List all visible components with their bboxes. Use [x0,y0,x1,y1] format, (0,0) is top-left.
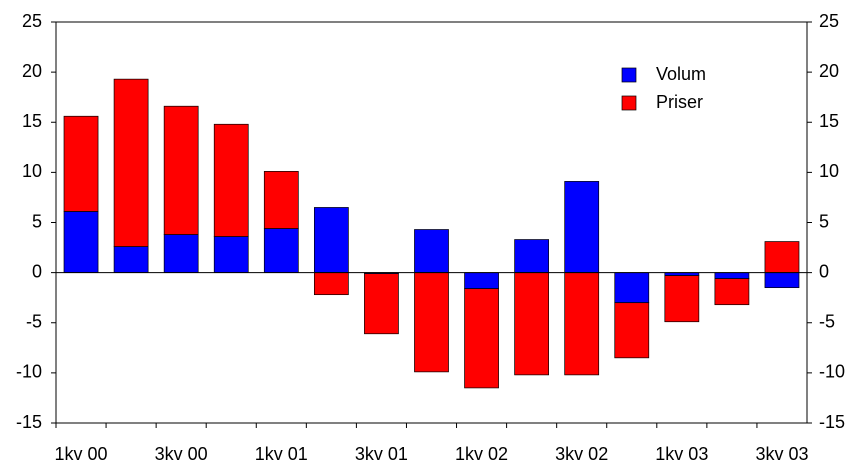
x-tick-label: 1kv 03 [655,444,708,464]
y2-tick-label: -15 [819,412,845,432]
x-tick-label: 3kv 02 [555,444,608,464]
y-tick-label: 15 [22,111,42,131]
bar-segment [764,272,800,289]
y2-tick-label: 15 [819,111,839,131]
bar-segment [414,272,449,373]
bar-segment [213,123,249,237]
y-tick-label: 5 [32,211,42,231]
bar-segment [113,78,149,247]
bar-segment [714,278,750,306]
bar-segment [464,272,499,290]
bar-segment [63,211,99,273]
bar-segment [113,246,149,273]
y-tick-label: 10 [22,161,42,181]
legend-swatch [621,67,637,83]
bar-segment [564,272,600,376]
bar-segment [213,236,249,273]
bar-segment [614,302,650,359]
bar-segment [764,241,800,273]
y2-tick-label: 25 [819,11,839,31]
y-tick-label: -10 [16,362,42,382]
x-tick-label: 1kv 00 [55,444,108,464]
y-tick-label: -5 [26,312,42,332]
y2-tick-label: 5 [819,211,829,231]
y2-tick-label: 20 [819,61,839,81]
bar-segment [464,288,499,389]
bar-segment [564,181,600,273]
x-tick-label: 3kv 01 [355,444,408,464]
bar-segment [313,207,349,273]
y2-tick-label: 10 [819,161,839,181]
y-tick-label: -15 [16,412,42,432]
x-tick-label: 1kv 01 [255,444,308,464]
bar-segment [263,228,299,273]
bar-segment [313,272,349,296]
bar-segment [414,229,449,273]
bar-segment [63,115,99,212]
x-tick-label: 3kv 00 [155,444,208,464]
bar-segment [714,272,750,279]
y2-tick-label: -5 [819,312,835,332]
bar-segment [263,171,299,229]
y-tick-label: 0 [32,261,42,281]
x-tick-label: 1kv 02 [455,444,508,464]
legend-label: Priser [656,92,703,112]
bar-segment [364,273,399,335]
bar-segment [514,239,550,273]
legend-swatch [621,95,637,111]
legend-label: Volum [656,64,706,84]
bar-segment [163,234,199,273]
bar-segment [514,272,550,376]
y-tick-label: 20 [22,61,42,81]
bar-segment [614,272,650,304]
x-tick-label: 3kv 03 [755,444,808,464]
bar-segment [163,105,199,235]
y2-tick-label: 0 [819,261,829,281]
bar-segment [664,275,700,323]
y2-tick-label: -10 [819,362,845,382]
y-tick-label: 25 [22,11,42,31]
